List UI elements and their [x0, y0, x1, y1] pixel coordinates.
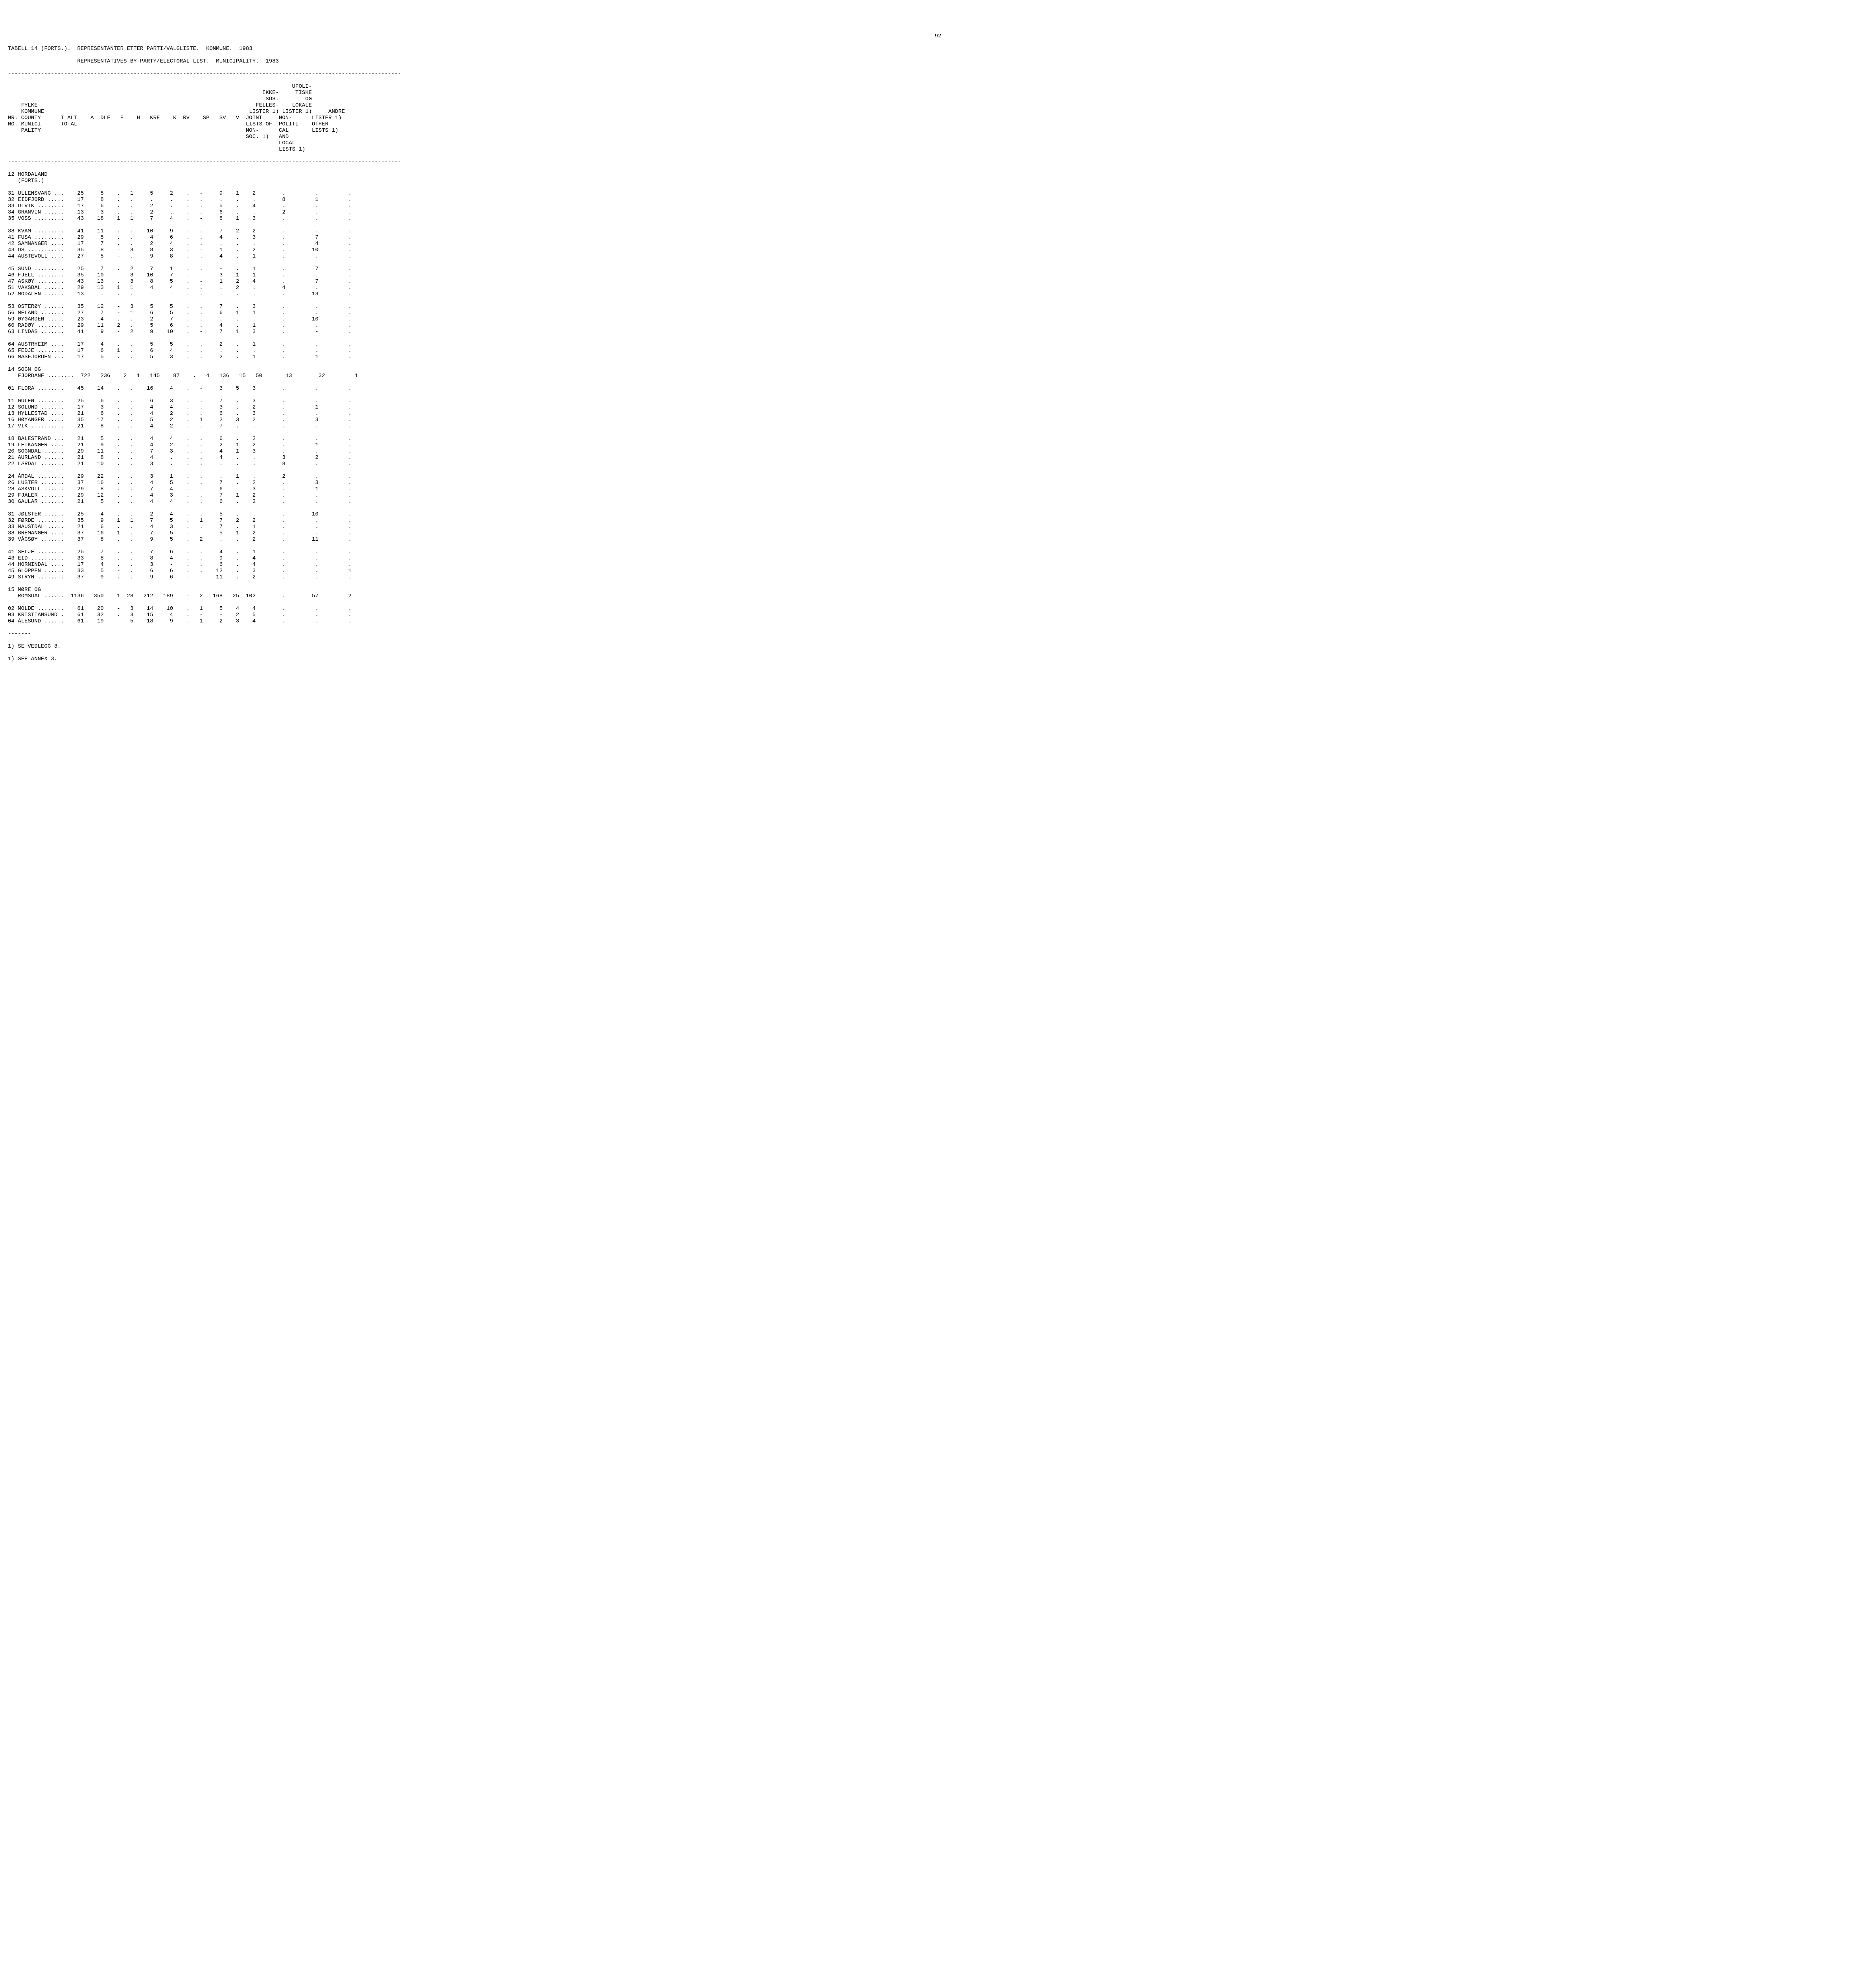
rule: ----------------------------------------… [8, 71, 1868, 77]
table-body: 12 HORDALAND (FORTS.) 31 ULLENSVANG ... … [8, 171, 1868, 624]
footer-note-1: 1) SE VEDLEGG 3. [8, 643, 1868, 650]
title: TABELL 14 (FORTS.). REPRESENTANTER ETTER… [8, 46, 1868, 52]
table-header: UPOLI- IKKE- TISKE SOS. OG FYL [8, 83, 1868, 153]
footer-rule: ------- [8, 631, 1868, 637]
footer-note-2: 1) SEE ANNEX 3. [8, 656, 1868, 662]
rule: ----------------------------------------… [8, 159, 1868, 165]
title2: REPRESENTATIVES BY PARTY/ELECTORAL LIST.… [8, 58, 1868, 64]
page-number: 92 [8, 33, 1868, 39]
